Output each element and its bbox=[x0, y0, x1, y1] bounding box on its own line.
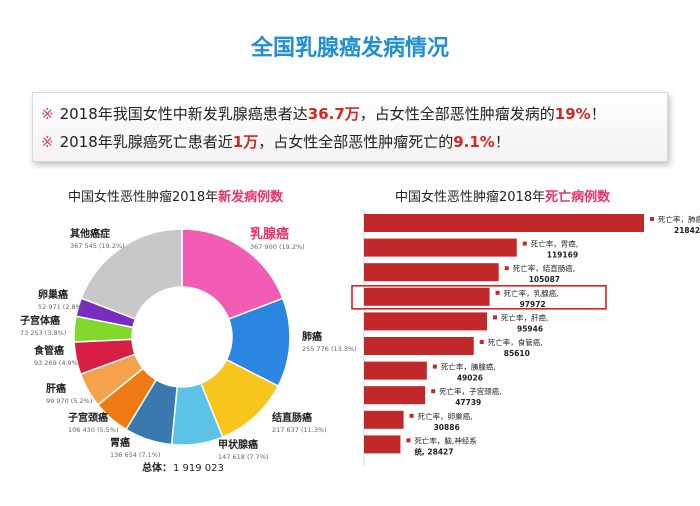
bar-label-marker bbox=[479, 340, 484, 344]
pie-slice-value: 52 971 (2.8%) bbox=[38, 303, 84, 311]
bar-label-marker bbox=[504, 266, 509, 271]
bar bbox=[364, 312, 487, 331]
bar-label-marker bbox=[650, 217, 654, 221]
highlight-box bbox=[351, 284, 607, 310]
pie-total-value: 1 919 023 bbox=[173, 463, 224, 474]
pie-slice-value: 255 776 (13.3%) bbox=[302, 345, 357, 353]
bar-label-value: 218425 bbox=[674, 226, 700, 235]
summary-line-incidence: ※ 2018年我国女性中新发乳腺癌患者达36.7万，占女性全部恶性肿瘤发病的19%… bbox=[41, 103, 606, 124]
bar-label-name: 死亡率，胃癌, bbox=[531, 239, 578, 249]
bar bbox=[364, 287, 490, 306]
bar-label-value: 85610 bbox=[504, 349, 530, 358]
pie-slice-label: 乳腺癌 bbox=[250, 226, 289, 242]
bar-label-value: 97972 bbox=[520, 300, 546, 309]
bar bbox=[364, 214, 644, 232]
pie-slice-value: 93 269 (4.9%) bbox=[34, 359, 80, 367]
bar-label-value: 30886 bbox=[434, 423, 460, 432]
pie-slice-value: 99 970 (5.2%) bbox=[46, 397, 92, 405]
pie-slice-value: 73 253 (3.8%) bbox=[20, 329, 66, 337]
pie-slice-label: 肺癌 bbox=[302, 330, 322, 343]
bar-title-prefix: 中国女性恶性肿瘤2018年 bbox=[395, 190, 546, 205]
mortality-text-mid: ，占女性全部恶性肿瘤死亡的 bbox=[258, 133, 454, 151]
reference-mark-icon: ※ bbox=[41, 133, 54, 151]
bar-label-marker bbox=[432, 364, 437, 369]
bar-label-value: 47739 bbox=[455, 398, 481, 407]
bar-chart-title: 中国女性恶性肿瘤2018年死亡病例数 bbox=[395, 186, 610, 205]
summary-callout: ※ 2018年我国女性中新发乳腺癌患者达36.7万，占女性全部恶性肿瘤发病的19%… bbox=[32, 92, 668, 162]
pie-chart-title: 中国女性恶性肿瘤2018年新发病例数 bbox=[68, 186, 283, 205]
incidence-text-post: ！ bbox=[590, 105, 606, 123]
pie-slice-label: 子宫颈癌 bbox=[68, 411, 108, 424]
incidence-text-mid: ，占女性全部恶性肿瘤发病的 bbox=[359, 105, 555, 123]
bar bbox=[364, 361, 427, 380]
bar-label-value: 105087 bbox=[529, 275, 560, 284]
bar bbox=[364, 238, 517, 257]
pie-slice-label: 肝癌 bbox=[46, 382, 66, 395]
bar-label-name: 死亡率，食管癌, bbox=[488, 337, 543, 347]
bar-label-marker bbox=[409, 413, 414, 418]
mortality-text-post: ！ bbox=[494, 133, 510, 151]
bar-label-name: 死亡率，肺癌, bbox=[658, 214, 700, 224]
bar-label-marker bbox=[495, 290, 500, 295]
pie-slice-value: 367 545 (19.2%) bbox=[70, 242, 125, 250]
pie-slice bbox=[181, 228, 284, 321]
bar-label-name: 死亡率，肝癌, bbox=[501, 312, 548, 322]
page-title: 全国乳腺癌发病情况 bbox=[250, 36, 449, 61]
pie-slice-value: 217 637 (11.3%) bbox=[272, 426, 327, 434]
pie-slice-label: 甲状腺癌 bbox=[218, 438, 258, 451]
bar-label-name: 死亡率，胰腺癌, bbox=[441, 362, 496, 372]
incidence-count: 36.7万 bbox=[307, 105, 360, 123]
bar-label-marker bbox=[406, 438, 411, 443]
bar-label-name: 死亡率，子宫颈癌, bbox=[439, 386, 501, 396]
bar-label-value: 95946 bbox=[517, 324, 543, 333]
bar bbox=[364, 386, 426, 405]
bar bbox=[364, 435, 401, 454]
pie-title-highlight: 新发病例数 bbox=[218, 190, 284, 205]
pie-slice-value: 147 618 (7.7%) bbox=[218, 453, 269, 461]
pie-slice-label: 其他癌症 bbox=[70, 227, 110, 240]
bar-label-name: 死亡率，卵巢癌, bbox=[418, 411, 473, 421]
pie-slice-value: 106 430 (5.5%) bbox=[68, 426, 119, 434]
mortality-share: 9.1% bbox=[453, 133, 495, 151]
bar-label-name: 死亡率，结直肠癌, bbox=[513, 263, 575, 273]
pie-total-label: 总体： bbox=[142, 461, 172, 474]
bar-label-value: 49026 bbox=[457, 374, 483, 383]
mortality-text-pre: 2018年乳腺癌死亡患者近 bbox=[59, 133, 233, 151]
mortality-count: 1万 bbox=[232, 133, 259, 151]
pie-slice-value: 367 900 (19.2%) bbox=[250, 243, 305, 251]
pie-slice-label: 子宫体癌 bbox=[20, 314, 60, 327]
pie-slice-label: 结直肠癌 bbox=[272, 411, 312, 424]
pie-slice-value: 136 654 (7.1%) bbox=[110, 451, 161, 459]
pie-slice-label: 食管癌 bbox=[33, 344, 64, 357]
incidence-share: 19% bbox=[554, 105, 591, 123]
pie-slice-label: 卵巢癌 bbox=[38, 288, 68, 301]
reference-mark-icon: ※ bbox=[41, 105, 54, 123]
pie-slice-label: 胃癌 bbox=[110, 436, 130, 449]
bar-label-marker bbox=[522, 241, 527, 246]
bar-label-name: 死亡率，乳腺癌, bbox=[504, 288, 559, 298]
bar-label-value: 统, 28427 bbox=[414, 446, 453, 456]
bar-label-marker bbox=[492, 315, 497, 320]
summary-line-mortality: ※ 2018年乳腺癌死亡患者近1万，占女性全部恶性肿瘤死亡的9.1%！ bbox=[41, 131, 510, 152]
bar bbox=[364, 263, 499, 282]
bar-label-marker bbox=[431, 389, 436, 394]
bar-title-highlight: 死亡病例数 bbox=[545, 190, 611, 205]
bar bbox=[364, 410, 404, 429]
pie-title-prefix: 中国女性恶性肿瘤2018年 bbox=[68, 190, 219, 205]
incidence-text-pre: 2018年我国女性中新发乳腺癌患者达 bbox=[59, 105, 308, 123]
bar-label-value: 119169 bbox=[547, 251, 578, 260]
pie-slice bbox=[80, 228, 183, 321]
bar bbox=[364, 337, 474, 355]
bar-label-name: 死亡率，脑,神经系 bbox=[414, 435, 477, 445]
